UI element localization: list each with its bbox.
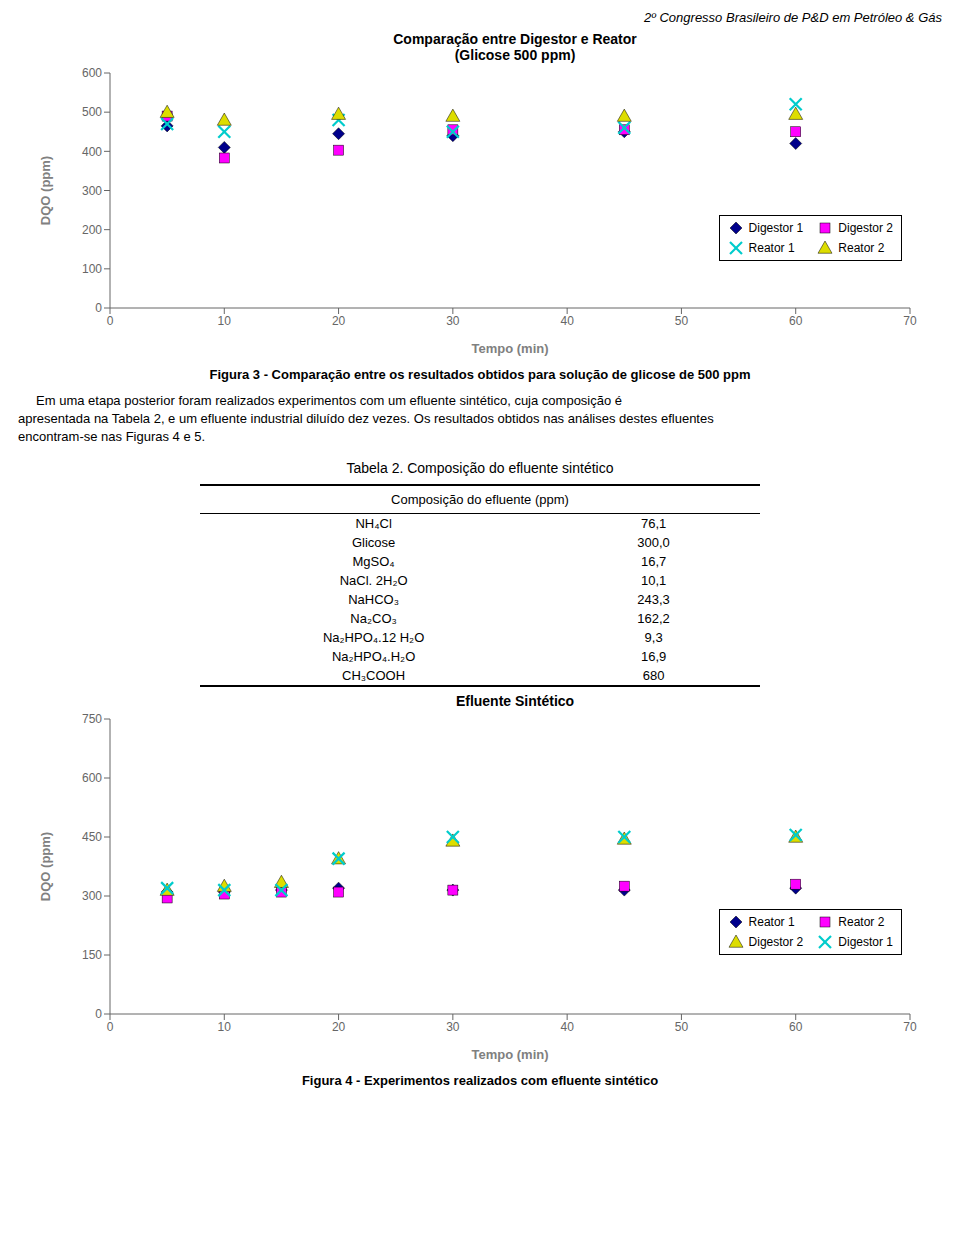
html-text:Na₂CO₃: Na₂CO₃ — [350, 611, 397, 626]
svg-text:600: 600 — [82, 66, 102, 80]
html-text:Na₂HPO₄.12 H₂O: Na₂HPO₄.12 H₂O — [322, 630, 425, 645]
html-text:Comparação entre Digestor e Re: Comparação entre Digestor e Reator — [393, 31, 637, 47]
html-text:300,0: 300,0 — [637, 535, 670, 550]
svg-text:70: 70 — [903, 1020, 917, 1034]
svg-text:10: 10 — [218, 314, 232, 328]
svg-text:100: 100 — [82, 262, 102, 276]
html-text:680: 680 — [642, 668, 665, 683]
svg-text:400: 400 — [82, 145, 102, 159]
svg-text:750: 750 — [82, 712, 102, 726]
svg-text:DQO (ppm): DQO (ppm) — [38, 156, 53, 225]
html-text:NaHCO₃: NaHCO₃ — [348, 592, 399, 607]
svg-text:10: 10 — [218, 1020, 232, 1034]
svg-text:20: 20 — [332, 314, 346, 328]
svg-text:600: 600 — [82, 771, 102, 785]
svg-text:300: 300 — [82, 889, 102, 903]
svg-text:50: 50 — [675, 1020, 689, 1034]
html-text:243,3: 243,3 — [637, 592, 670, 607]
html-text:encontram-se nas Figuras 4 e 5: encontram-se nas Figuras 4 e 5. — [18, 429, 206, 444]
svg-text:200: 200 — [82, 223, 102, 237]
html-text:Reator 1: Reator 1 — [748, 915, 795, 929]
html-text:Digestor 2: Digestor 2 — [838, 221, 893, 235]
svg-text:20: 20 — [332, 1020, 346, 1034]
svg-text:DQO (ppm): DQO (ppm) — [38, 832, 53, 901]
html-text:Em uma etapa posterior foram r: Em uma etapa posterior foram realizados … — [18, 393, 623, 408]
html-text:Na₂HPO₄.H₂O: Na₂HPO₄.H₂O — [331, 649, 416, 664]
html-text:apresentada na Tabela 2, e um: apresentada na Tabela 2, e um efluente i… — [18, 411, 714, 426]
html-text:10,1: 10,1 — [640, 573, 667, 588]
html-text:MgSO₄: MgSO₄ — [352, 554, 395, 569]
html-text:16,9: 16,9 — [640, 649, 667, 664]
html-text:Digestor 1: Digestor 1 — [748, 221, 804, 235]
html-text:76,1: 76,1 — [640, 516, 667, 531]
html-text:Reator 1: Reator 1 — [748, 241, 795, 255]
html-text:Reator 2: Reator 2 — [838, 915, 885, 929]
svg-text:60: 60 — [789, 314, 803, 328]
html-text:Figura 4 - Experimentos realiz: Figura 4 - Experimentos realizados com e… — [301, 1073, 659, 1088]
html-text:NH₄Cl: NH₄Cl — [355, 516, 392, 531]
svg-text:300: 300 — [82, 184, 102, 198]
svg-text:0: 0 — [107, 314, 114, 328]
svg-text:50: 50 — [675, 314, 689, 328]
svg-text:150: 150 — [82, 948, 102, 962]
html-text:Digestor 1: Digestor 1 — [838, 935, 893, 949]
svg-text:30: 30 — [446, 314, 460, 328]
html-text:CH₃COOH: CH₃COOH — [342, 668, 406, 683]
svg-text:450: 450 — [82, 830, 102, 844]
svg-text:0: 0 — [95, 1007, 102, 1021]
html-text:Efluente Sintético: Efluente Sintético — [455, 693, 575, 709]
html-text:16,7: 16,7 — [640, 554, 667, 569]
svg-text:500: 500 — [82, 105, 102, 119]
html-text:Figura 3 - Comparação entre os: Figura 3 - Comparação entre os resultado… — [209, 367, 751, 382]
svg-text:0: 0 — [95, 301, 102, 315]
svg-text:40: 40 — [560, 314, 574, 328]
svg-text:Tempo (min): Tempo (min) — [471, 1047, 548, 1062]
html-text:(Glicose 500 ppm): (Glicose 500 ppm) — [454, 47, 576, 63]
html-text:Tabela 2. Composição do efluen: Tabela 2. Composição do efluente sintéti… — [346, 460, 614, 476]
html-text:Digestor 2: Digestor 2 — [748, 935, 804, 949]
html-text:Composição do efluente (ppm): Composição do efluente (ppm) — [391, 492, 569, 507]
svg-text:Tempo (min): Tempo (min) — [471, 341, 548, 356]
svg-text:60: 60 — [789, 1020, 803, 1034]
html-text:Glicose: Glicose — [351, 535, 396, 550]
html-text:2º Congresso Brasileiro de P&D: 2º Congresso Brasileiro de P&D em Petról… — [643, 10, 942, 25]
html-text:9,3: 9,3 — [644, 630, 663, 645]
svg-text:40: 40 — [560, 1020, 574, 1034]
html-text:Reator 2: Reator 2 — [838, 241, 885, 255]
svg-text:70: 70 — [903, 314, 917, 328]
html-text:162,2: 162,2 — [637, 611, 670, 626]
svg-text:30: 30 — [446, 1020, 460, 1034]
html-text:NaCl. 2H₂O: NaCl. 2H₂O — [339, 573, 408, 588]
svg-text:0: 0 — [107, 1020, 114, 1034]
